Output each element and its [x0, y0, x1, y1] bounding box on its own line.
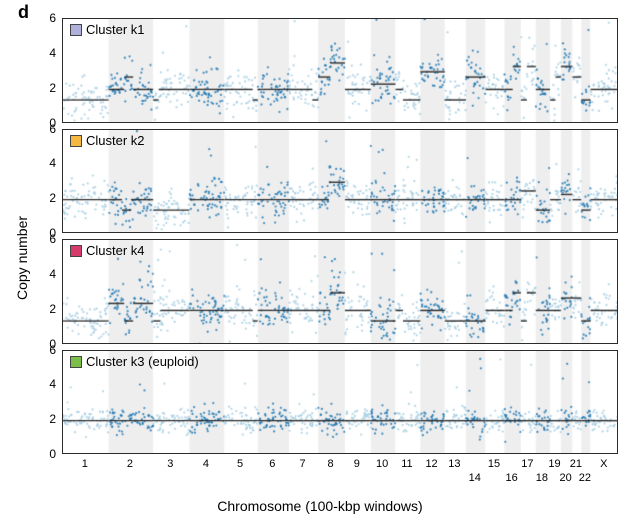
legend-swatch: [70, 245, 82, 257]
x-tick-label: 3: [167, 458, 173, 470]
x-tick-label: 16: [506, 472, 518, 484]
x-tick-label: 19: [548, 458, 560, 470]
figure-container: d Copy number 0246Cluster k10246Cluster …: [0, 0, 640, 524]
y-tick-label: 4: [36, 156, 56, 170]
chart-panel: [62, 239, 618, 344]
x-tick-label: 2: [127, 458, 133, 470]
chart-canvas: [63, 130, 618, 234]
x-tick-label: 11: [401, 458, 412, 470]
y-tick-label: 4: [36, 377, 56, 391]
x-tick-label: 9: [354, 458, 360, 470]
legend-label: Cluster k3 (euploid): [86, 354, 199, 369]
x-tick-label: X: [600, 458, 607, 470]
x-tick-label: 12: [425, 458, 437, 470]
y-tick-label: 0: [36, 447, 56, 461]
y-tick-label: 4: [36, 267, 56, 281]
y-tick-label: 4: [36, 46, 56, 60]
x-tick-label: 15: [488, 458, 500, 470]
chart-canvas: [63, 19, 618, 123]
y-tick-label: 2: [36, 81, 56, 95]
legend-swatch: [70, 24, 82, 36]
x-tick-label: 22: [579, 472, 591, 484]
legend-label: Cluster k1: [86, 22, 145, 37]
x-tick-label: 14: [469, 472, 481, 484]
x-tick-label: 7: [300, 458, 306, 470]
y-tick-label: 2: [36, 412, 56, 426]
x-tick-label: 20: [560, 472, 572, 484]
x-tick-label: 13: [448, 458, 460, 470]
legend-swatch: [70, 356, 82, 368]
x-tick-label: 18: [536, 472, 548, 484]
chart-canvas: [63, 240, 618, 344]
chart-panel: [62, 129, 618, 234]
y-tick-label: 2: [36, 191, 56, 205]
y-tick-label: 2: [36, 302, 56, 316]
x-tick-label: 4: [203, 458, 209, 470]
x-tick-label: 10: [376, 458, 388, 470]
chart-panel: [62, 18, 618, 123]
x-tick-label: 17: [521, 458, 533, 470]
legend-label: Cluster k2: [86, 133, 145, 148]
y-axis-title: Copy number: [14, 216, 30, 300]
x-axis-title: Chromosome (100-kbp windows): [0, 498, 640, 514]
y-tick-label: 6: [36, 232, 56, 246]
y-tick-label: 6: [36, 343, 56, 357]
x-tick-label: 5: [237, 458, 243, 470]
legend-label: Cluster k4: [86, 243, 145, 258]
x-tick-label: 1: [82, 458, 88, 470]
x-tick-label: 8: [327, 458, 333, 470]
x-tick-label: 6: [269, 458, 275, 470]
legend-swatch: [70, 135, 82, 147]
x-tick-label: 21: [570, 458, 582, 470]
panel-letter: d: [18, 2, 29, 23]
y-tick-label: 6: [36, 11, 56, 25]
y-tick-label: 6: [36, 122, 56, 136]
